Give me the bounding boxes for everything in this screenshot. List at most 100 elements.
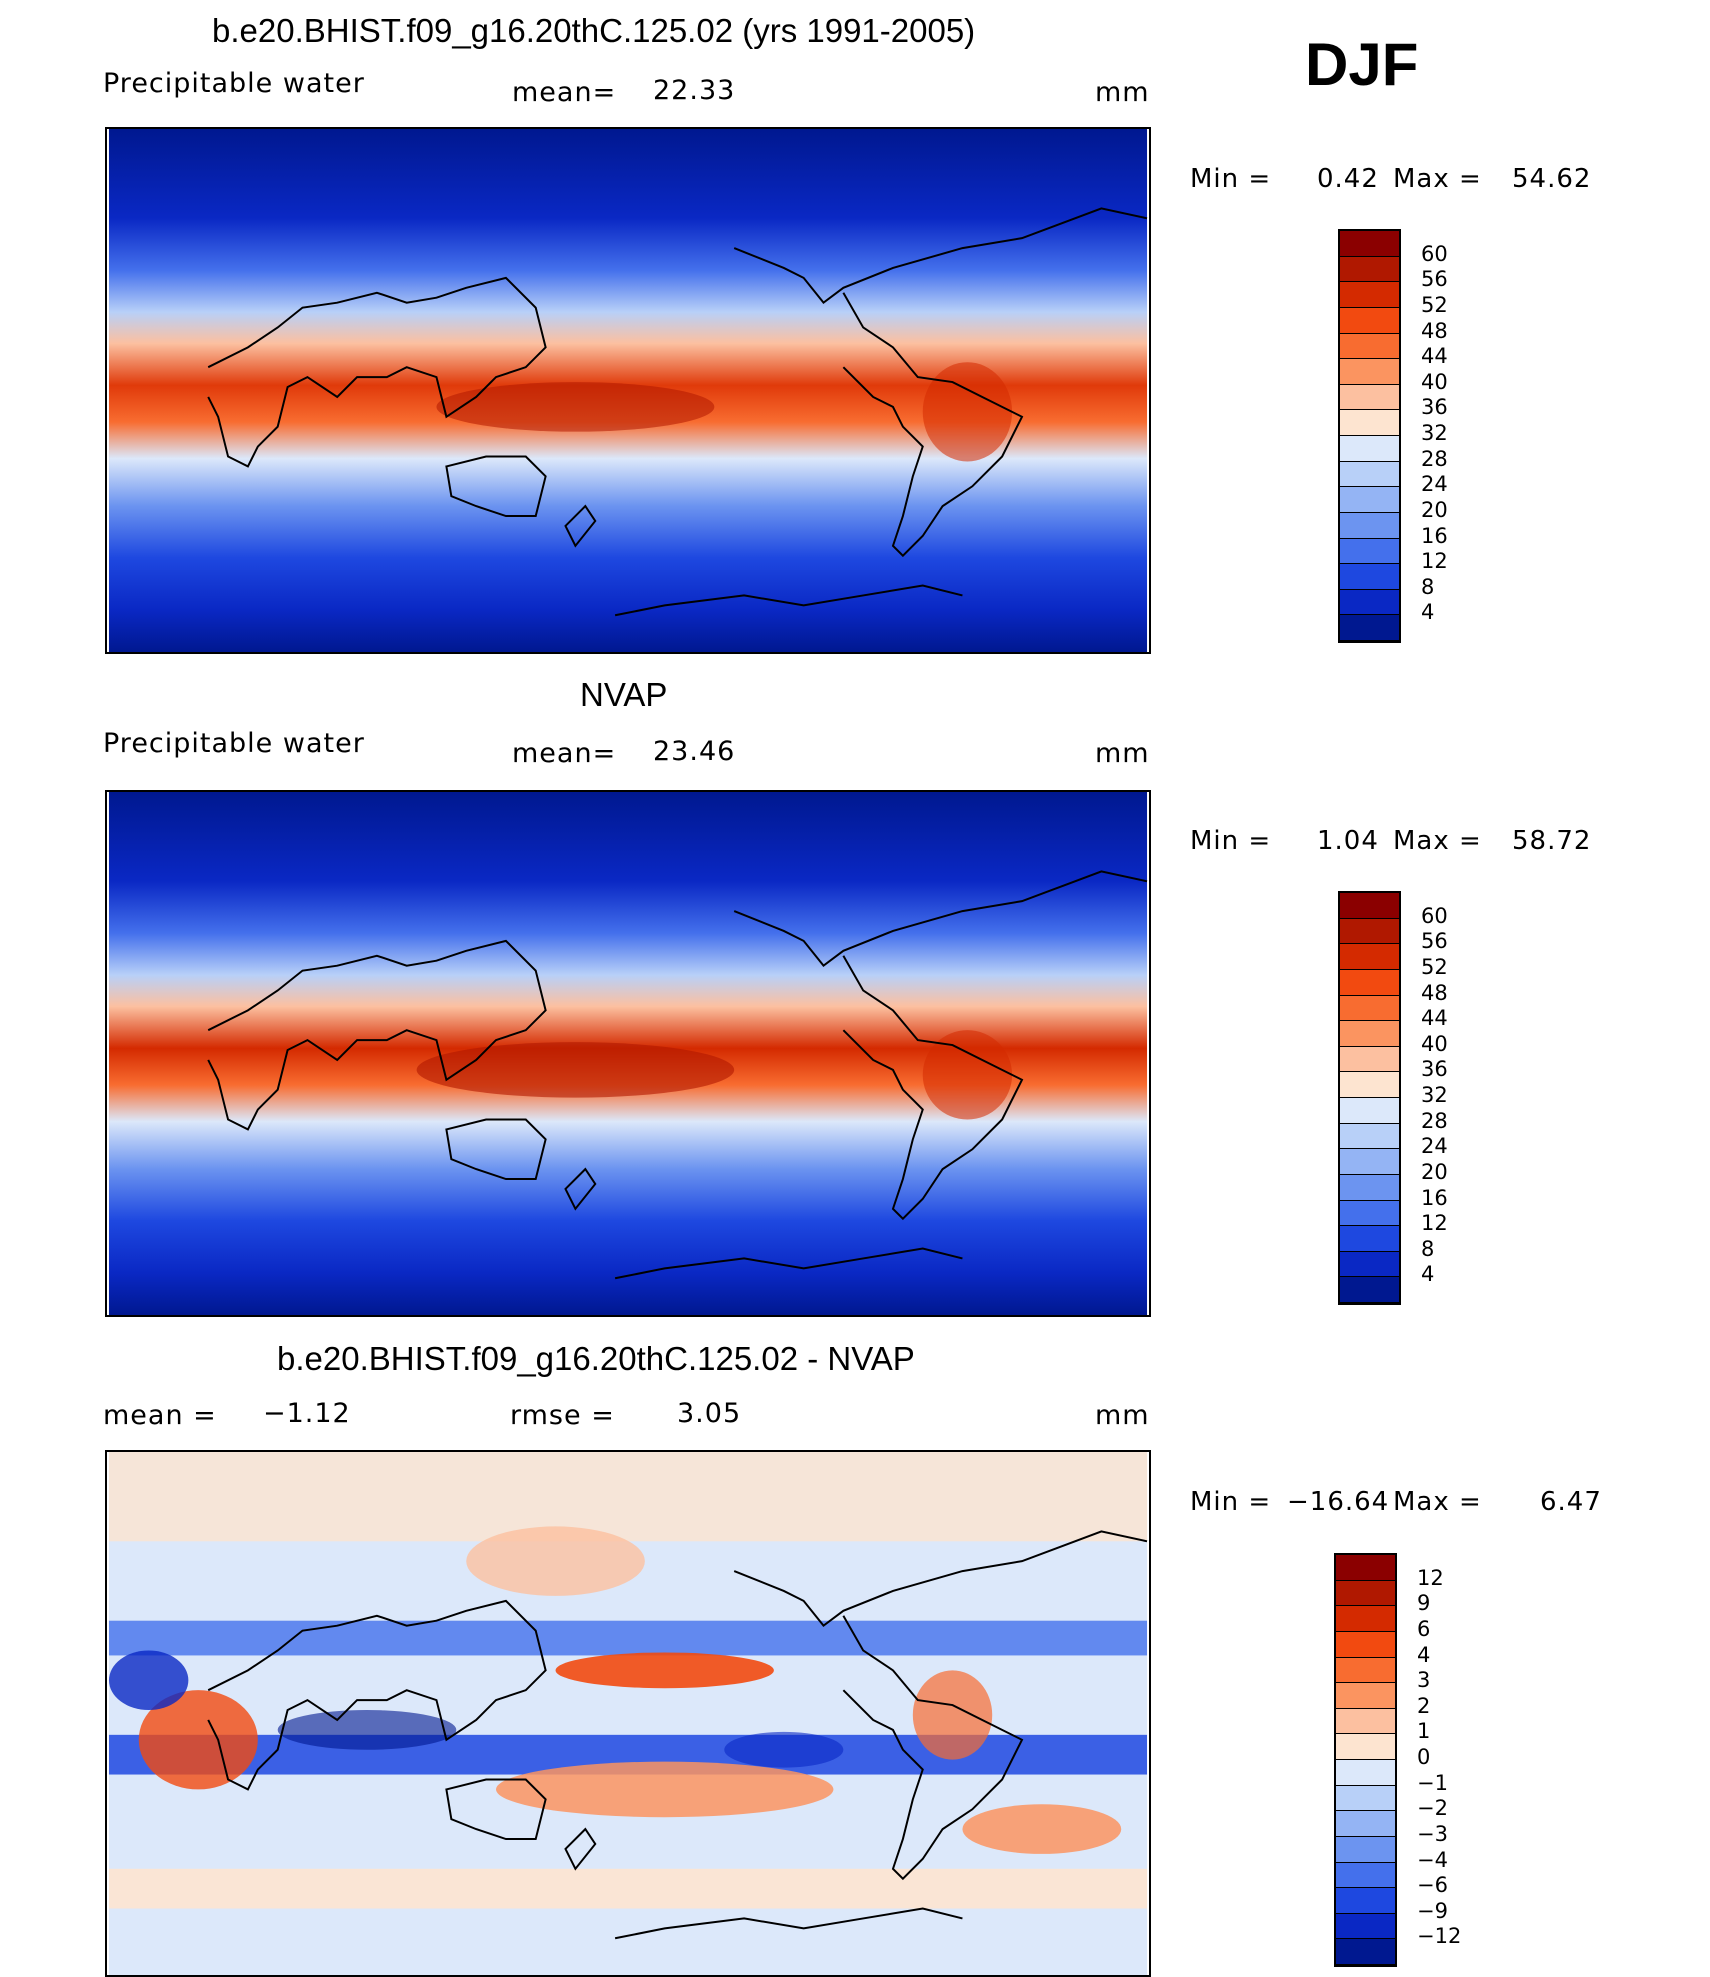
panel1-map (105, 127, 1151, 654)
panel3-max-value: 6.47 (1540, 1487, 1602, 1517)
colorbar-cell (1336, 1708, 1395, 1735)
colorbar-cell (1340, 333, 1399, 360)
colorbar-tick-label: 3 (1417, 1668, 1431, 1693)
panel3-rmse-label: rmse = (510, 1400, 615, 1431)
colorbar-cell (1336, 1683, 1395, 1709)
colorbar-tick-label: 20 (1421, 497, 1448, 522)
panel1-min-label: Min = (1190, 164, 1272, 194)
colorbar-tick-label: 4 (1417, 1642, 1431, 1667)
colorbar-cell (1340, 995, 1399, 1022)
panel1-min-value: 0.42 (1317, 164, 1379, 194)
colorbar-cell (1336, 1734, 1395, 1760)
panel3-min-value: −16.64 (1287, 1487, 1390, 1517)
panel1-max-label: Max = (1393, 164, 1482, 194)
colorbar-tick-label: 20 (1421, 1159, 1448, 1184)
panel2-min-value: 1.04 (1317, 826, 1379, 856)
colorbar-cell (1336, 1785, 1395, 1812)
panel1-units: mm (1095, 77, 1150, 108)
colorbar-tick-label: 24 (1421, 1134, 1448, 1159)
panel3-map (105, 1450, 1151, 1977)
colorbar-cell (1340, 564, 1399, 590)
panel2-colorbar (1338, 891, 1401, 1305)
colorbar-cell (1340, 487, 1399, 513)
colorbar-cell (1340, 282, 1399, 308)
colorbar-tick-label: 52 (1421, 292, 1448, 317)
panel3-mean-label: mean = (103, 1400, 217, 1431)
panel3-min-label: Min = (1190, 1487, 1272, 1517)
colorbar-tick-label: 24 (1421, 472, 1448, 497)
panel2-units: mm (1095, 738, 1150, 769)
colorbar-tick-label: 32 (1421, 1083, 1448, 1107)
colorbar-tick-label: 28 (1421, 1108, 1448, 1133)
colorbar-tick-label: 4 (1421, 600, 1435, 625)
colorbar-tick-label: 8 (1421, 1236, 1435, 1261)
colorbar-cell (1340, 307, 1399, 334)
colorbar-tick-label: 52 (1421, 954, 1448, 979)
colorbar-tick-label: −9 (1417, 1898, 1448, 1923)
colorbar-cell (1336, 1811, 1395, 1837)
panel2-mean-value: 23.46 (653, 736, 736, 767)
colorbar-cell (1336, 1836, 1395, 1863)
panel1-coastlines (207, 207, 1148, 617)
colorbar-cell (1340, 359, 1399, 385)
panel3-max-label: Max = (1393, 1487, 1482, 1517)
colorbar-cell (1340, 538, 1399, 565)
colorbar-tick-label: 56 (1421, 929, 1448, 954)
season-label: DJF (1305, 31, 1419, 98)
colorbar-cell (1340, 944, 1399, 970)
colorbar-tick-label: 16 (1421, 1185, 1448, 1210)
colorbar-cell (1336, 1555, 1395, 1581)
colorbar-cell (1336, 1657, 1395, 1684)
colorbar-tick-label: 12 (1421, 549, 1448, 574)
colorbar-cell (1336, 1580, 1395, 1607)
colorbar-tick-label: 1 (1417, 1719, 1431, 1744)
colorbar-tick-label: −3 (1417, 1821, 1448, 1846)
colorbar-cell (1340, 589, 1399, 616)
colorbar-cell (1336, 1913, 1395, 1940)
colorbar-cell (1340, 969, 1399, 996)
panel1-variable-label: Precipitable water (103, 68, 365, 99)
colorbar-cell (1340, 1277, 1399, 1303)
colorbar-cell (1340, 918, 1399, 945)
colorbar-cell (1336, 1862, 1395, 1889)
colorbar-cell (1340, 461, 1399, 488)
colorbar-tick-label: 12 (1421, 1211, 1448, 1236)
colorbar-tick-label: 36 (1421, 1057, 1448, 1082)
colorbar-tick-label: −6 (1417, 1873, 1448, 1898)
colorbar-tick-label: 40 (1421, 1031, 1448, 1056)
panel2-variable-label: Precipitable water (103, 728, 365, 759)
panel2-min-label: Min = (1190, 826, 1272, 856)
panel2-mean-label: mean= (512, 738, 617, 769)
colorbar-cell (1336, 1631, 1395, 1658)
colorbar-tick-label: 9 (1417, 1591, 1431, 1616)
colorbar-tick-label: 2 (1417, 1693, 1431, 1718)
panel3-colorbar (1334, 1553, 1397, 1967)
panel3-rmse-value: 3.05 (677, 1398, 742, 1429)
panel1-max-value: 54.62 (1512, 164, 1592, 194)
panel1-colorbar (1338, 229, 1401, 643)
colorbar-tick-label: −4 (1417, 1847, 1448, 1872)
colorbar-tick-label: 28 (1421, 446, 1448, 471)
colorbar-cell (1340, 1123, 1399, 1150)
colorbar-cell (1336, 1939, 1395, 1965)
colorbar-tick-label: 60 (1421, 903, 1448, 928)
colorbar-tick-label: 0 (1417, 1745, 1431, 1769)
colorbar-tick-label: 40 (1421, 369, 1448, 394)
colorbar-tick-label: 44 (1421, 344, 1448, 369)
colorbar-tick-label: 32 (1421, 421, 1448, 445)
colorbar-tick-label: 16 (1421, 523, 1448, 548)
colorbar-tick-label: 56 (1421, 267, 1448, 292)
colorbar-tick-label: −12 (1417, 1924, 1462, 1949)
colorbar-tick-label: 6 (1417, 1616, 1431, 1641)
panel2-max-value: 58.72 (1512, 826, 1592, 856)
colorbar-cell (1340, 1174, 1399, 1201)
colorbar-cell (1340, 1046, 1399, 1073)
colorbar-cell (1336, 1606, 1395, 1632)
colorbar-tick-label: 12 (1417, 1565, 1444, 1590)
panel3-mean-value: −1.12 (263, 1398, 351, 1429)
colorbar-cell (1340, 1251, 1399, 1278)
colorbar-cell (1340, 1226, 1399, 1252)
colorbar-tick-label: −1 (1417, 1770, 1448, 1795)
colorbar-tick-label: 48 (1421, 980, 1448, 1005)
colorbar-cell (1340, 256, 1399, 283)
